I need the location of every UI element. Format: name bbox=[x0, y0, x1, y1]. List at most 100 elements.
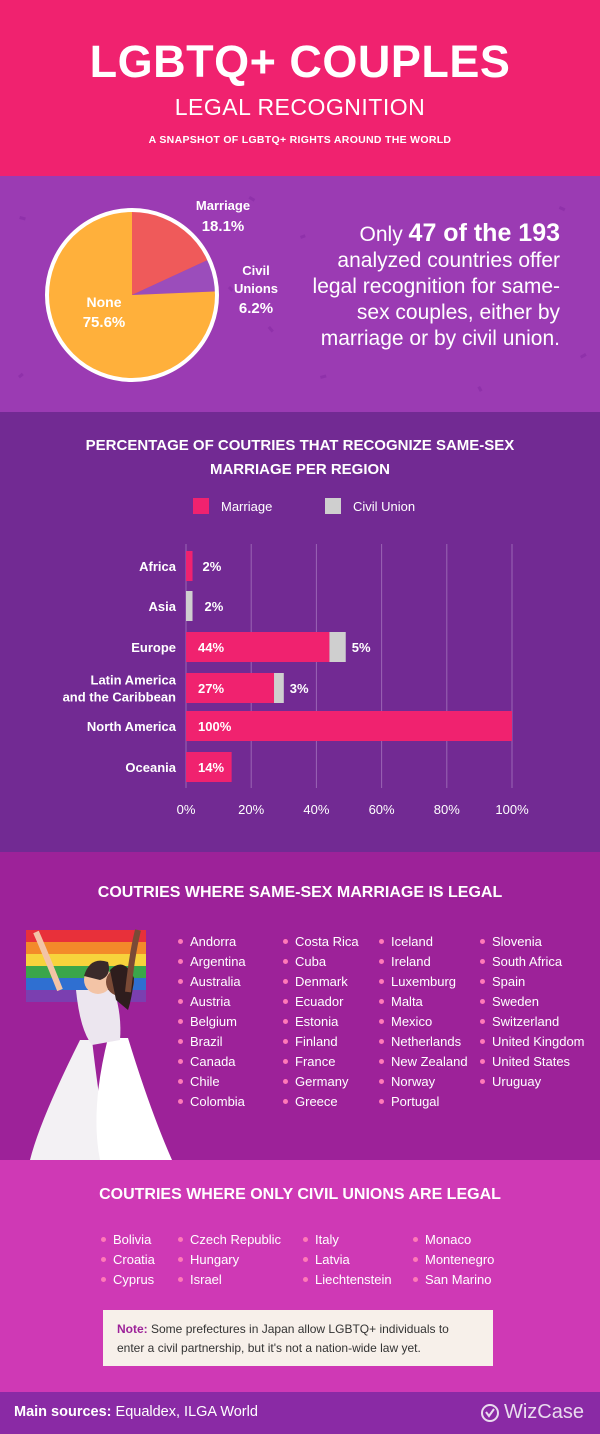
country-item: Iceland bbox=[379, 932, 468, 952]
x-tick-label: 20% bbox=[238, 802, 264, 817]
sources-label: Main sources: bbox=[14, 1404, 112, 1420]
pie-label-none: None bbox=[87, 294, 122, 310]
bar-value-label: 3% bbox=[290, 681, 309, 696]
wizcase-icon bbox=[480, 1403, 499, 1422]
bar-marriage bbox=[186, 632, 330, 662]
bar-value-label: 2% bbox=[205, 599, 224, 614]
pie-label-civil-2: Unions bbox=[234, 281, 278, 296]
legend-label-civil-union: Civil Union bbox=[353, 498, 416, 514]
note-text: Some prefectures in Japan allow LGBTQ+ i… bbox=[117, 1322, 449, 1355]
country-item: Netherlands bbox=[379, 1032, 468, 1052]
country-item: Hungary bbox=[178, 1250, 281, 1270]
marriage-country-column-4: Slovenia South Africa Spain Sweden Switzerla… bbox=[480, 932, 590, 1092]
country-item: Estonia bbox=[283, 1012, 359, 1032]
pie-label-civil-1: Civil bbox=[242, 263, 269, 278]
pie-label-marriage-pct: 18.1% bbox=[202, 218, 245, 235]
bar-chart: 0% 20% 40% 60% 80% 100% Africa 2% Asia 2% Europe 44… bbox=[63, 544, 529, 817]
x-tick-label: 80% bbox=[434, 802, 460, 817]
pie-label-marriage: Marriage bbox=[196, 198, 250, 213]
category-label: Latin America bbox=[91, 673, 177, 688]
brand-name: WizCase bbox=[503, 1401, 584, 1423]
marriage-legal-section: COUTRIES WHERE SAME-SEX MARRIAGE IS LEGA… bbox=[0, 852, 600, 1160]
country-item: Portugal bbox=[379, 1092, 468, 1112]
country-item: Costa Rica bbox=[283, 932, 359, 952]
country-item: Germany bbox=[283, 1072, 359, 1092]
recognition-summary-section: Marriage 18.1% Civil Unions 6.2% None 75… bbox=[0, 176, 600, 412]
country-item: New Zealand bbox=[379, 1052, 468, 1072]
country-item: Slovenia bbox=[480, 932, 590, 952]
country-item: Liechtenstein bbox=[303, 1270, 392, 1290]
chart-title: PERCENTAGE OF COUTRIES THAT RECOGNIZE SA… bbox=[85, 437, 515, 478]
country-item: Colombia bbox=[178, 1092, 246, 1112]
civil-section-title: COUTRIES WHERE ONLY CIVIL UNIONS ARE LEG… bbox=[99, 1186, 501, 1203]
category-label: Asia bbox=[149, 599, 177, 614]
country-item: Australia bbox=[178, 972, 246, 992]
bar-value-label: 100% bbox=[198, 719, 232, 734]
country-item: South Africa bbox=[480, 952, 590, 972]
country-item: Cuba bbox=[283, 952, 359, 972]
country-item: Mexico bbox=[379, 1012, 468, 1032]
bar-civil-union bbox=[329, 632, 346, 662]
civil-country-column-4: Monaco Montenegro San Marino bbox=[413, 1230, 494, 1290]
japan-note: Note: Some prefectures in Japan allow LG… bbox=[103, 1310, 493, 1366]
civil-country-column-3: Italy Latvia Liechtenstein bbox=[303, 1230, 392, 1290]
category-label: and the Caribbean bbox=[63, 690, 176, 705]
category-label: Oceania bbox=[125, 760, 176, 775]
legend-swatch-marriage bbox=[193, 498, 209, 514]
country-item: Uruguay bbox=[480, 1072, 590, 1092]
bar-marriage bbox=[186, 711, 512, 741]
civil-union-section: COUTRIES WHERE ONLY CIVIL UNIONS ARE LEG… bbox=[0, 1160, 600, 1392]
pie-slices bbox=[45, 208, 219, 382]
sources-list: Equaldex, ILGA World bbox=[111, 1404, 258, 1420]
region-chart-section: PERCENTAGE OF COUTRIES THAT RECOGNIZE SA… bbox=[0, 412, 600, 852]
page-title: LGBTQ+ COUPLES bbox=[89, 36, 511, 87]
x-tick-label: 40% bbox=[303, 802, 329, 817]
category-label: North America bbox=[87, 719, 177, 734]
tagline: A SNAPSHOT OF LGBTQ+ RIGHTS AROUND THE W… bbox=[148, 134, 452, 146]
country-item: Austria bbox=[178, 992, 246, 1012]
x-tick-label: 100% bbox=[495, 802, 529, 817]
country-item: Argentina bbox=[178, 952, 246, 972]
bar-value-label: 5% bbox=[352, 640, 371, 655]
bar-value-label: 14% bbox=[198, 760, 224, 775]
pie-label-civil-pct: 6.2% bbox=[239, 300, 273, 317]
country-item: Chile bbox=[178, 1072, 246, 1092]
pie-slice-none bbox=[47, 210, 218, 380]
bar-civil-union bbox=[186, 591, 193, 621]
pie-slice-marriage bbox=[132, 210, 210, 295]
country-item: Spain bbox=[480, 972, 590, 992]
note-label: Note: bbox=[117, 1322, 148, 1336]
page-subtitle: LEGAL RECOGNITION bbox=[174, 94, 426, 120]
country-item: Denmark bbox=[283, 972, 359, 992]
bar-value-label: 27% bbox=[198, 681, 224, 696]
country-item: United States bbox=[480, 1052, 590, 1072]
country-item: Switzerland bbox=[480, 1012, 590, 1032]
civil-country-column-2: Czech Republic Hungary Israel bbox=[178, 1230, 281, 1290]
legend-swatch-civil-union bbox=[325, 498, 341, 514]
country-item: Latvia bbox=[303, 1250, 392, 1270]
country-item: Finland bbox=[283, 1032, 359, 1052]
bar-value-label: 44% bbox=[198, 640, 224, 655]
summary-rest: analyzed countries offer legal recogniti… bbox=[312, 249, 560, 350]
country-item: Ecuador bbox=[283, 992, 359, 1012]
x-tick-label: 0% bbox=[177, 802, 196, 817]
civil-country-column-1: Bolivia Croatia Cyprus bbox=[101, 1230, 155, 1290]
country-item: Greece bbox=[283, 1092, 359, 1112]
bar-marriage bbox=[186, 752, 232, 782]
pie-slice-civil-unions bbox=[132, 259, 217, 295]
x-tick-label: 60% bbox=[369, 802, 395, 817]
country-item: Ireland bbox=[379, 952, 468, 972]
country-item: Montenegro bbox=[413, 1250, 494, 1270]
pie-chart: Marriage 18.1% Civil Unions 6.2% None 75… bbox=[18, 196, 587, 392]
sources: Main sources: Equaldex, ILGA World bbox=[14, 1404, 258, 1420]
country-item: Bolivia bbox=[101, 1230, 155, 1250]
summary-highlight: 47 of the 193 bbox=[408, 219, 560, 247]
country-item: Luxemburg bbox=[379, 972, 468, 992]
bar-civil-union bbox=[274, 673, 284, 703]
pie-label-none-pct: 75.6% bbox=[83, 314, 126, 331]
country-item: Brazil bbox=[178, 1032, 246, 1052]
marriage-country-column-2: Costa Rica Cuba Denmark Ecuador Estonia Finla… bbox=[283, 932, 359, 1112]
country-item: Canada bbox=[178, 1052, 246, 1072]
country-item: Norway bbox=[379, 1072, 468, 1092]
country-item: Cyprus bbox=[101, 1270, 155, 1290]
